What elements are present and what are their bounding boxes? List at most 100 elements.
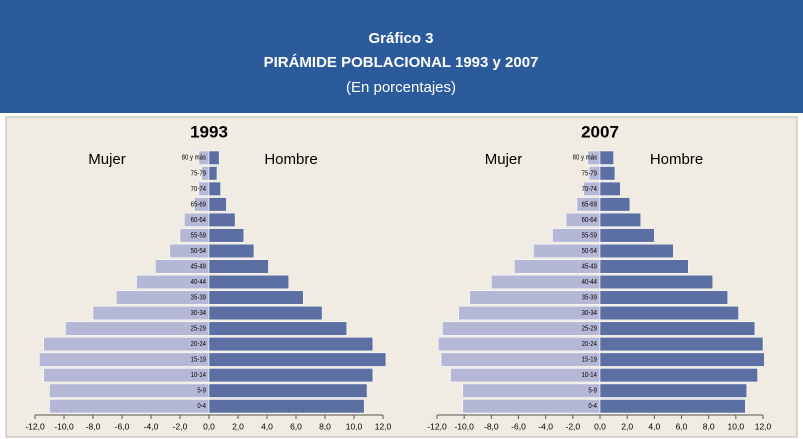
bar [462,399,601,414]
header-note: (En porcentajes) [346,79,456,96]
bar [208,181,221,196]
x-tick-label: 8,0 [703,421,715,431]
bar [599,306,739,321]
x-tick-label: -10,0 [54,421,74,431]
category-label: 25-29 [191,325,207,333]
bar [442,321,601,336]
legend-label: Mujer [485,151,523,168]
category-label: 60-64 [191,216,207,224]
category-label: 0-4 [197,403,206,411]
category-label: 5-9 [588,387,597,395]
category-label: 10-14 [582,372,598,380]
x-tick-label: -4,0 [538,421,553,431]
category-label: 50-54 [191,247,207,255]
bar [599,321,756,336]
bar [208,228,245,243]
bar [599,181,621,196]
bar [208,274,289,290]
x-tick-label: -8,0 [86,421,101,431]
bar [469,290,601,305]
legend-label: Hombre [650,151,703,168]
x-tick-label: -8,0 [484,421,499,431]
x-tick-label: -2,0 [173,421,188,431]
category-label: 20-24 [191,341,207,349]
x-tick-label: 0,0 [203,421,215,431]
category-label: 15-19 [582,356,598,364]
legend-label: Mujer [88,151,126,168]
bar [599,243,674,258]
bar [440,352,601,367]
chart-title: 2007 [581,122,619,141]
x-tick-label: -6,0 [115,421,130,431]
bar [599,166,616,181]
bar [599,368,758,383]
x-tick-label: -10,0 [454,421,474,431]
category-label: 15-19 [191,356,207,364]
bar [599,197,631,212]
x-tick-label: 4,0 [648,421,660,431]
category-label: 70-74 [582,185,598,193]
bar [208,150,220,165]
category-label: 35-39 [191,294,207,302]
category-label: 40-44 [191,278,207,286]
bar [208,290,304,305]
bar [462,383,601,398]
category-label: 0-4 [588,403,597,411]
x-tick-label: -4,0 [144,421,159,431]
bar [208,243,255,258]
bar [208,368,374,383]
category-label: 75-79 [191,170,207,178]
category-label: 40-44 [582,278,598,286]
x-tick-label: 12,0 [375,421,392,431]
category-label: 10-14 [191,372,207,380]
category-label: 30-34 [582,310,598,318]
category-label: 60-64 [582,216,598,224]
bar [208,197,227,212]
category-label: 65-69 [582,201,598,209]
bar [599,212,641,227]
chart-title: 1993 [190,122,228,141]
bar [599,383,747,398]
x-tick-label: 6,0 [290,421,302,431]
bar [208,399,365,414]
bar [208,337,374,352]
category-label: 80 y más [573,154,598,162]
x-tick-label: -12,0 [25,421,45,431]
bar [599,274,713,290]
bar [599,228,655,243]
bar [39,352,210,367]
header-band [0,0,803,113]
bar [438,337,601,352]
bar [65,321,210,336]
bar [458,306,601,321]
category-label: 5-9 [197,387,206,395]
category-label: 65-69 [191,201,207,209]
x-tick-label: 4,0 [261,421,273,431]
bar [43,337,210,352]
category-label: 70-74 [191,185,207,193]
x-tick-label: -12,0 [427,421,447,431]
x-tick-label: 2,0 [232,421,244,431]
bar [599,290,728,305]
bar [208,352,387,367]
bar [49,399,210,414]
bar [49,383,210,398]
x-tick-label: -2,0 [566,421,581,431]
category-label: 45-49 [582,263,598,271]
bar [208,212,236,227]
category-label: 55-59 [582,232,598,240]
category-label: 25-29 [582,325,598,333]
category-label: 55-59 [191,232,207,240]
bar [599,352,765,367]
header-title: Gráfico 3 [368,30,433,47]
category-label: 80 y más [182,154,207,162]
bar [208,259,269,274]
bar [599,399,746,414]
x-tick-label: 10,0 [346,421,363,431]
x-tick-label: 0,0 [594,421,606,431]
category-label: 75-79 [582,170,598,178]
bar [599,150,614,165]
category-label: 20-24 [582,341,598,349]
bar [208,383,368,398]
